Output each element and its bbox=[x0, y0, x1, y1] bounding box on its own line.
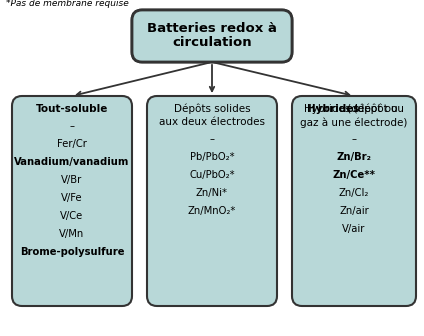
Text: Zn/Ni*: Zn/Ni* bbox=[196, 188, 228, 198]
Text: Batteries redox à: Batteries redox à bbox=[147, 22, 277, 35]
Text: Zn/Cl₂: Zn/Cl₂ bbox=[339, 188, 369, 198]
Text: –: – bbox=[351, 134, 357, 144]
Text: Hybrides: Hybrides bbox=[307, 104, 359, 114]
Text: V/Br: V/Br bbox=[61, 175, 83, 185]
Text: circulation: circulation bbox=[172, 36, 252, 49]
Text: V/air: V/air bbox=[342, 224, 365, 234]
Text: Zn/Ce**: Zn/Ce** bbox=[332, 170, 376, 180]
Text: V/Fe: V/Fe bbox=[61, 193, 83, 203]
Text: aux deux électrodes: aux deux électrodes bbox=[159, 117, 265, 127]
FancyBboxPatch shape bbox=[132, 10, 292, 62]
Text: Hybrides (dépôt ou: Hybrides (dépôt ou bbox=[304, 104, 404, 115]
Text: Tout-soluble: Tout-soluble bbox=[36, 104, 108, 114]
Text: Zn/Br₂: Zn/Br₂ bbox=[337, 152, 371, 162]
Text: –: – bbox=[70, 121, 75, 131]
Text: Zn/air: Zn/air bbox=[339, 206, 369, 216]
Text: Fer/Cr: Fer/Cr bbox=[57, 139, 87, 149]
Text: gaz à une électrode): gaz à une électrode) bbox=[300, 117, 408, 127]
FancyBboxPatch shape bbox=[12, 96, 132, 306]
Text: *Pas de membrane requise: *Pas de membrane requise bbox=[6, 0, 129, 8]
Text: Brome-polysulfure: Brome-polysulfure bbox=[20, 247, 124, 257]
FancyBboxPatch shape bbox=[292, 96, 416, 306]
FancyBboxPatch shape bbox=[147, 96, 277, 306]
Text: V/Mn: V/Mn bbox=[59, 229, 85, 239]
Text: Zn/MnO₂*: Zn/MnO₂* bbox=[188, 206, 236, 216]
Text: Pb/PbO₂*: Pb/PbO₂* bbox=[190, 152, 234, 162]
FancyBboxPatch shape bbox=[132, 10, 292, 62]
Text: Cu/PbO₂*: Cu/PbO₂* bbox=[189, 170, 235, 180]
Text: (dépôt ou: (dépôt ou bbox=[344, 104, 398, 115]
Text: Dépôts solides: Dépôts solides bbox=[174, 104, 250, 115]
Text: Vanadium/vanadium: Vanadium/vanadium bbox=[14, 157, 130, 167]
Text: V/Ce: V/Ce bbox=[60, 211, 84, 221]
Text: –: – bbox=[209, 134, 215, 144]
